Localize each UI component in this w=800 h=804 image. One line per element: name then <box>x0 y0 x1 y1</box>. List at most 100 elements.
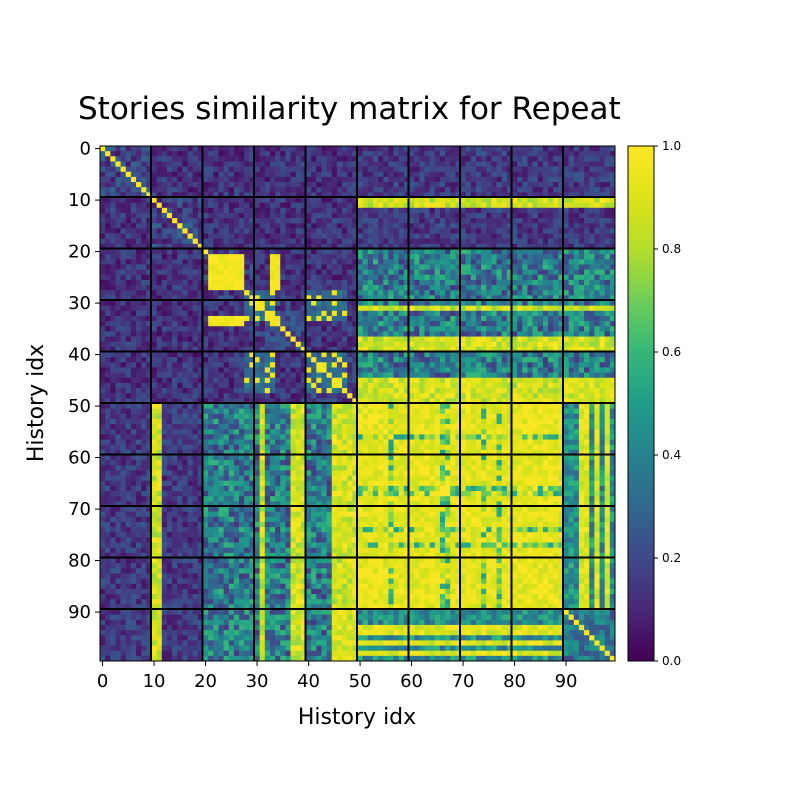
heatmap-cell <box>372 279 379 286</box>
heatmap-cell <box>491 202 497 209</box>
heatmap-cell <box>259 357 266 363</box>
heatmap-cell <box>512 249 518 255</box>
heatmap-cell <box>223 243 230 250</box>
heatmap-cell <box>537 166 544 173</box>
heatmap-cell <box>558 197 564 203</box>
heatmap-cell <box>378 156 384 162</box>
heatmap-cell <box>491 362 497 368</box>
heatmap-cell <box>342 182 348 188</box>
heatmap-cell <box>470 290 477 296</box>
heatmap-cell <box>300 279 307 286</box>
heatmap-cell <box>491 254 497 260</box>
heatmap-cell <box>249 321 255 327</box>
heatmap-cell <box>481 362 487 368</box>
heatmap-cell <box>203 254 209 260</box>
heatmap-cell <box>213 218 219 224</box>
heatmap-cell <box>512 212 518 219</box>
heatmap-cell <box>398 161 405 167</box>
heatmap-cell <box>141 388 147 394</box>
heatmap-cell <box>300 212 307 219</box>
heatmap-cell <box>269 321 276 327</box>
heatmap-cell <box>100 274 106 281</box>
heatmap-cell <box>197 341 204 348</box>
heatmap-cell <box>115 388 121 394</box>
heatmap-cell <box>553 362 559 368</box>
heatmap-cell <box>372 382 379 389</box>
heatmap-cell <box>187 326 194 332</box>
heatmap-cell <box>208 269 214 276</box>
heatmap-cell <box>403 269 410 276</box>
heatmap-cell <box>501 202 508 209</box>
heatmap-cell <box>414 146 420 152</box>
heatmap-cell <box>553 233 559 240</box>
heatmap-cell <box>321 249 327 255</box>
heatmap-cell <box>187 207 194 214</box>
heatmap-cell <box>367 326 374 332</box>
heatmap-cell <box>254 146 260 152</box>
heatmap-cell <box>512 367 518 373</box>
heatmap-cell <box>336 346 343 353</box>
heatmap-cell <box>589 362 595 368</box>
heatmap-cell <box>553 372 559 379</box>
heatmap-cell <box>512 171 518 178</box>
heatmap-cell <box>558 285 564 291</box>
heatmap-cell <box>172 156 178 162</box>
heatmap-cell <box>501 336 508 343</box>
heatmap-cell <box>259 212 266 219</box>
heatmap-cell <box>347 388 353 394</box>
heatmap-cell <box>465 212 472 219</box>
heatmap-cell <box>584 357 590 363</box>
heatmap-cell <box>331 279 338 286</box>
heatmap-cell <box>470 197 477 203</box>
heatmap-cell <box>393 285 400 291</box>
heatmap-cell <box>326 269 333 276</box>
heatmap-cell <box>414 362 420 368</box>
heatmap-cell <box>120 331 127 337</box>
heatmap-cell <box>372 238 379 245</box>
heatmap-cell <box>419 218 425 224</box>
heatmap-cell <box>208 295 214 301</box>
heatmap-cell <box>357 259 363 265</box>
heatmap-cell <box>105 331 111 337</box>
heatmap-cell <box>491 274 497 281</box>
heatmap-cell <box>100 207 106 214</box>
heatmap-cell <box>239 176 245 183</box>
heatmap-cell <box>311 326 317 332</box>
heatmap-cell <box>130 362 137 368</box>
heatmap-cell <box>372 372 379 379</box>
heatmap-cell <box>460 156 466 162</box>
heatmap-cell <box>594 223 600 229</box>
heatmap-cell <box>398 156 405 162</box>
heatmap-cell <box>383 377 389 384</box>
heatmap-cell <box>414 388 420 394</box>
heatmap-cell <box>249 259 255 265</box>
heatmap-cell <box>517 300 523 306</box>
heatmap-cell <box>249 357 255 363</box>
heatmap-cell <box>115 346 121 353</box>
heatmap-cell <box>326 310 333 317</box>
heatmap-cell <box>306 269 312 276</box>
heatmap-cell <box>486 295 492 301</box>
heatmap-cell <box>506 367 513 373</box>
heatmap-cell <box>537 223 544 229</box>
heatmap-cell <box>347 362 353 368</box>
heatmap-cell <box>568 187 575 193</box>
heatmap-cell <box>151 161 157 167</box>
heatmap-cell <box>527 331 533 337</box>
heatmap-cell <box>357 187 363 193</box>
heatmap-cell <box>584 176 590 183</box>
heatmap-cell <box>455 285 461 291</box>
heatmap-cell <box>192 393 199 399</box>
heatmap-cell <box>285 207 291 214</box>
heatmap-cell <box>429 388 436 394</box>
heatmap-cell <box>388 285 394 291</box>
heatmap-cell <box>136 398 142 404</box>
heatmap-cell <box>378 192 384 198</box>
heatmap-cell <box>285 156 291 162</box>
heatmap-cell <box>306 331 312 337</box>
heatmap-cell <box>475 192 482 198</box>
heatmap-cell <box>599 182 606 188</box>
heatmap-cell <box>228 382 235 389</box>
heatmap-cell <box>223 233 230 240</box>
heatmap-cell <box>609 238 616 245</box>
